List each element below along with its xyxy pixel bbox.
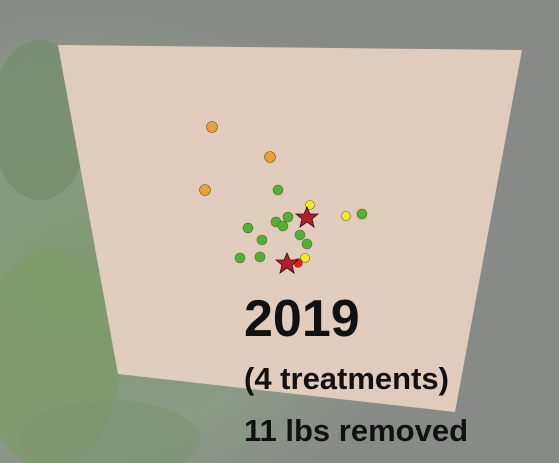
page: 2019 (4 treatments) 11 lbs removed (() =… (0, 0, 559, 463)
orange-point (200, 185, 211, 196)
green-point (278, 221, 288, 231)
green-point (283, 212, 293, 222)
treatments-label: (4 treatments) (244, 361, 449, 396)
orange-point (265, 152, 276, 163)
green-point (257, 235, 267, 245)
year-label: 2019 (244, 290, 360, 348)
map: 2019 (4 treatments) 11 lbs removed (0, 0, 559, 463)
green-point (235, 253, 245, 263)
green-point (302, 239, 312, 249)
yellow-point (342, 212, 351, 221)
survey-area (58, 45, 522, 412)
green-point (243, 223, 253, 233)
orange-point (207, 122, 218, 133)
green-point (273, 185, 283, 195)
green-point (295, 230, 305, 240)
green-point (357, 209, 367, 219)
removed-label: 11 lbs removed (244, 413, 468, 448)
green-point (255, 252, 265, 262)
